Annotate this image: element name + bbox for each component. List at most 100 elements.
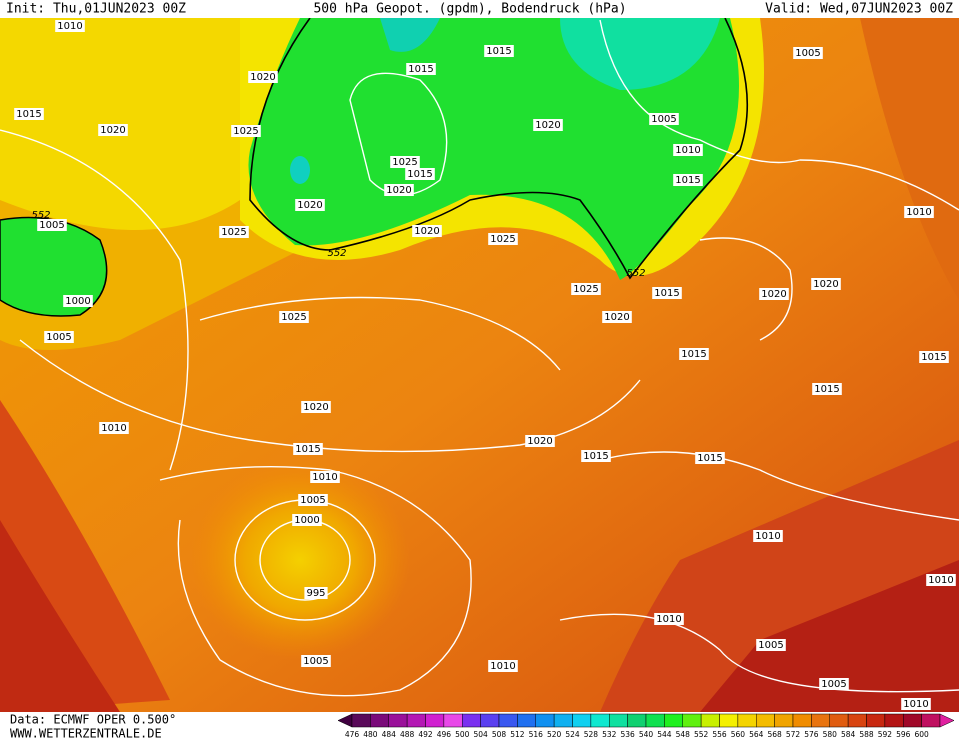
- isobar-label-box: [293, 443, 323, 455]
- isobar-label-box: [37, 219, 67, 231]
- isobar-label-box: [919, 351, 949, 363]
- isobar-label: 1015: [654, 288, 679, 299]
- data-source: Data: ECMWF OPER 0.500°: [10, 713, 176, 727]
- isobar-label: 552: [327, 248, 346, 259]
- isobar-label: 1010: [906, 207, 931, 218]
- isobar-label: 1005: [46, 332, 71, 343]
- color-bar-label: 564: [749, 730, 764, 739]
- isobar-label-box: [248, 71, 278, 83]
- init-time: Init: Thu,01JUN2023 00Z: [6, 2, 186, 17]
- isobar-label-box: [571, 283, 601, 295]
- color-bar-swatch: [517, 713, 536, 728]
- isobar-label: 1010: [490, 661, 515, 672]
- color-bar-swatch: [719, 713, 739, 728]
- isobar-label-box: [753, 530, 783, 542]
- isobar-label: 1015: [295, 444, 320, 455]
- isobar-labels: 1010 1020 1015 1015 1005 1015 1020 1025 1020 1005…: [14, 20, 956, 710]
- isobar-label-box: [654, 613, 684, 625]
- isobar-label-box: [295, 199, 325, 211]
- color-bar-label: 488: [400, 730, 415, 739]
- isobar-label: 1015: [408, 64, 433, 75]
- isobar-label: 1020: [604, 312, 629, 323]
- isobar-label-box: [649, 113, 679, 125]
- isobar-label: 1015: [407, 169, 432, 180]
- color-bar-label: 584: [841, 730, 856, 739]
- isobar-label-box: [525, 435, 555, 447]
- isobar-label-box: [926, 574, 956, 586]
- color-bar-swatch: [590, 713, 610, 728]
- isobar-label-box: [793, 47, 823, 59]
- isobar-label-box: [279, 311, 309, 323]
- isobar-label: 1005: [821, 679, 846, 690]
- color-bar-arrow: [939, 713, 955, 728]
- isobar-label-box: [673, 174, 703, 186]
- color-bar-label: 536: [620, 730, 635, 739]
- isobar-label-box: [219, 226, 249, 238]
- color-bar-label: 600: [914, 730, 929, 739]
- color-bar-swatch: [829, 713, 849, 728]
- isobar-label: 1005: [39, 220, 64, 231]
- isobar-label: 1015: [583, 451, 608, 462]
- color-bar-swatch: [627, 713, 647, 728]
- map-title: 500 hPa Geopot. (gpdm), Bodendruck (hPa): [313, 2, 626, 17]
- color-bar-swatch: [774, 713, 794, 728]
- isobar-label-box: [63, 295, 93, 307]
- isobar-label: 1010: [312, 472, 337, 483]
- color-bar-label: 492: [418, 730, 433, 739]
- color-bar-label: 548: [676, 730, 691, 739]
- isobar-label-box: [298, 494, 328, 506]
- color-bar-label: 552: [694, 730, 709, 739]
- isobar-label: 1020: [535, 120, 560, 131]
- isobar-label: 1020: [100, 125, 125, 136]
- color-bar-label: 496: [437, 730, 452, 739]
- isobar-label: 1015: [681, 349, 706, 360]
- color-bar-label: 556: [712, 730, 727, 739]
- color-bar-label: 540: [639, 730, 654, 739]
- isobar-label: 1025: [233, 126, 258, 137]
- isobar-label-box: [488, 660, 518, 672]
- isobar-label: 552: [31, 210, 50, 221]
- isobar-label: 1005: [303, 656, 328, 667]
- isobar-label: 1025: [490, 234, 515, 245]
- color-bar-label: 476: [345, 730, 360, 739]
- color-bar-swatch: [884, 713, 904, 728]
- isobar-label-box: [679, 348, 709, 360]
- isobar-label-box: [901, 698, 931, 710]
- color-bar-label: 572: [786, 730, 801, 739]
- isobar-label: 1005: [758, 640, 783, 651]
- isobar-label-box: [292, 514, 322, 526]
- isobar-label: 1025: [392, 157, 417, 168]
- isobar-label: 1015: [814, 384, 839, 395]
- color-bar-swatch: [351, 713, 371, 728]
- isobar-label-box: [652, 287, 682, 299]
- color-bar-swatch: [682, 713, 702, 728]
- isobar-label-box: [301, 655, 331, 667]
- color-bar-label: 560: [731, 730, 746, 739]
- isobar-label: 1010: [675, 145, 700, 156]
- color-bar-swatch: [425, 713, 445, 728]
- isobar-label: 1025: [573, 284, 598, 295]
- color-bar-swatch: [847, 713, 867, 728]
- color-bar-swatch: [535, 713, 555, 728]
- isobar-label: 1000: [294, 515, 319, 526]
- map-field: [0, 18, 959, 712]
- isobar-label: 1005: [300, 495, 325, 506]
- color-bar-label: 500: [455, 730, 470, 739]
- color-bar-swatch: [903, 713, 922, 728]
- color-bar-label: 524: [565, 730, 580, 739]
- color-bar-swatch: [480, 713, 500, 728]
- color-bar-swatch: [866, 713, 886, 728]
- color-bar-label: 532: [602, 730, 617, 739]
- isobar-label: 1020: [527, 436, 552, 447]
- isobar-label: 1020: [813, 279, 838, 290]
- isobar-label: 1005: [651, 114, 676, 125]
- color-bar-label: 592: [878, 730, 893, 739]
- color-bar-swatch: [737, 713, 757, 728]
- isobar-label: 1020: [303, 402, 328, 413]
- color-bar-swatch: [645, 713, 665, 728]
- isobar-label-box: [581, 450, 611, 462]
- color-bar-label: 576: [804, 730, 819, 739]
- header-band: [0, 0, 959, 18]
